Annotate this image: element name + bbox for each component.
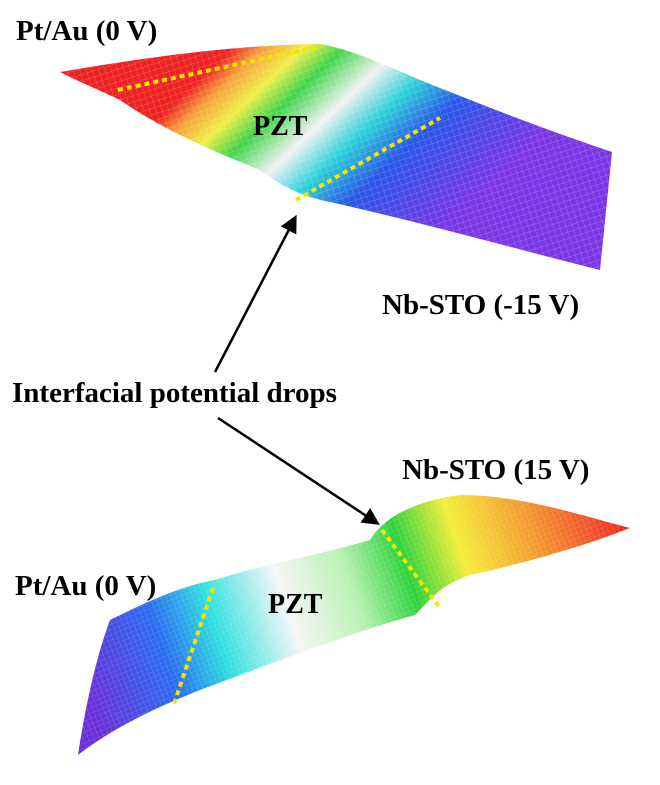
- top-surface: [60, 44, 612, 270]
- bottom-surface-grid: [78, 495, 630, 755]
- bottom-right-electrode-label: Nb-STO (15 V): [402, 454, 589, 486]
- top-surface-grid: [60, 44, 612, 270]
- bottom-interface-line-pt: [171, 587, 215, 708]
- annotation-label: Interfacial potential drops: [12, 377, 337, 409]
- top-interface-line-pt: [117, 44, 323, 92]
- top-right-electrode-label: Nb-STO (-15 V): [382, 289, 579, 321]
- top-left-electrode-label: Pt/Au (0 V): [16, 15, 157, 47]
- arrow-to-top-interface: [213, 214, 297, 373]
- arrow-to-bottom-interface: [217, 416, 380, 525]
- top-pzt-label: PZT: [253, 111, 308, 142]
- top-interface-line-nb: [295, 116, 441, 202]
- bottom-interface-line-nb: [380, 528, 442, 610]
- bottom-surface: [78, 495, 630, 755]
- bottom-pzt-label: PZT: [268, 589, 323, 620]
- bottom-left-electrode-label: Pt/Au (0 V): [15, 570, 156, 602]
